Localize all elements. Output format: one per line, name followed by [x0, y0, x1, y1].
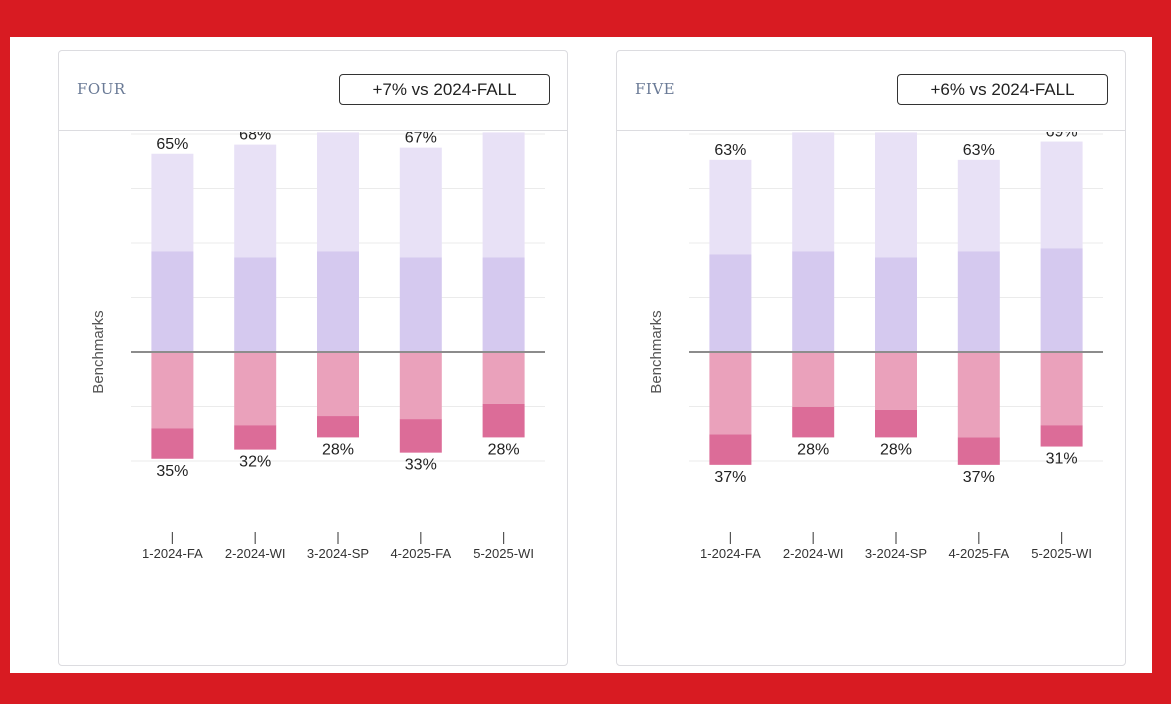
bar-lower-inner-1-2024-FA [151, 352, 194, 429]
data-label-lower: 28% [880, 441, 912, 458]
bar-upper-outer-2-2024-WI [792, 132, 835, 252]
bar-upper-inner-4-2025-FA [957, 251, 1000, 352]
comparison-badge: +6% vs 2024-FALL [897, 74, 1108, 105]
bar-upper-outer-1-2024-FA [151, 153, 194, 252]
comparison-badge: +7% vs 2024-FALL [339, 74, 550, 105]
data-label-lower: 28% [322, 441, 354, 458]
bar-upper-inner-4-2025-FA [399, 257, 442, 352]
bar-lower-outer-4-2025-FA [399, 419, 442, 453]
x-tick-label: 3-2024-SP [307, 546, 369, 561]
panel-header: FIVE +6% vs 2024-FALL [617, 51, 1125, 131]
bar-lower-inner-5-2025-WI [1040, 352, 1083, 426]
x-tick-label: 2-2024-WI [225, 546, 286, 561]
bar-lower-outer-3-2024-SP [317, 416, 359, 438]
bar-lower-inner-2-2024-WI [792, 352, 835, 407]
data-label-lower: 31% [1046, 451, 1078, 468]
x-tick-label: 5-2025-WI [1031, 546, 1092, 561]
bar-upper-outer-3-2024-SP [875, 132, 917, 258]
panel-five: FIVE +6% vs 2024-FALL 63%37%1-2024-FA72%… [616, 50, 1126, 666]
bar-lower-outer-4-2025-FA [957, 437, 1000, 465]
panel-title: FIVE [635, 80, 676, 98]
x-tick-label: 2-2024-WI [783, 546, 844, 561]
bar-upper-inner-3-2024-SP [875, 257, 917, 352]
bar-upper-outer-2-2024-WI [234, 144, 277, 258]
data-label-upper: 68% [239, 132, 271, 144]
benchmark-chart-four: 65%35%1-2024-FA68%32%2-2024-WI72%28%3-20… [90, 132, 545, 561]
bar-upper-inner-2-2024-WI [792, 251, 835, 352]
y-axis-label: Benchmarks [648, 310, 665, 393]
data-label-upper: 63% [963, 142, 995, 159]
bar-upper-outer-5-2025-WI [1040, 141, 1083, 249]
bar-lower-inner-4-2025-FA [957, 352, 1000, 438]
bar-lower-outer-1-2024-FA [709, 434, 752, 465]
bar-upper-inner-5-2025-WI [1040, 248, 1083, 352]
data-label-upper: 67% [405, 132, 437, 147]
panel-title: FOUR [77, 80, 126, 98]
bar-lower-inner-3-2024-SP [875, 352, 917, 410]
benchmark-chart-five: 63%37%1-2024-FA72%28%2-2024-WI72%28%3-20… [648, 132, 1103, 561]
bar-upper-inner-1-2024-FA [709, 254, 752, 352]
bar-upper-inner-2-2024-WI [234, 257, 277, 352]
bar-lower-outer-2-2024-WI [792, 406, 835, 438]
y-axis-label: Benchmarks [90, 310, 107, 393]
bar-upper-outer-4-2025-FA [399, 147, 442, 258]
dashboard-frame: FOUR +7% vs 2024-FALL 65% 35% 1-2024-FA 68%… [10, 37, 1152, 673]
bar-lower-outer-3-2024-SP [875, 409, 917, 438]
x-tick-label: 4-2025-FA [390, 546, 451, 561]
data-label-lower: 35% [156, 463, 188, 480]
bar-lower-inner-3-2024-SP [317, 352, 359, 417]
bar-lower-outer-1-2024-FA [151, 428, 194, 459]
data-label-lower: 28% [488, 441, 520, 458]
data-label-lower: 33% [405, 457, 437, 474]
panel-four: FOUR +7% vs 2024-FALL 65% 35% 1-2024-FA 68%… [58, 50, 568, 666]
bar-lower-outer-5-2025-WI [1040, 425, 1083, 447]
x-tick-label: 3-2024-SP [865, 546, 927, 561]
data-label-lower: 37% [714, 469, 746, 486]
bar-upper-outer-1-2024-FA [709, 159, 752, 255]
bar-lower-outer-2-2024-WI [234, 425, 277, 450]
data-label-upper: 63% [714, 142, 746, 159]
bar-lower-inner-2-2024-WI [234, 352, 277, 426]
bar-upper-inner-3-2024-SP [317, 251, 359, 352]
data-label-upper: 69% [1046, 132, 1078, 141]
data-label-upper: 65% [156, 136, 188, 153]
bar-lower-inner-5-2025-WI [482, 352, 525, 404]
bar-lower-outer-5-2025-WI [482, 403, 525, 438]
bar-upper-outer-4-2025-FA [957, 159, 1000, 252]
data-label-lower: 32% [239, 454, 271, 471]
bar-upper-inner-1-2024-FA [151, 251, 194, 352]
x-tick-label: 4-2025-FA [948, 546, 1009, 561]
bar-lower-inner-4-2025-FA [399, 352, 442, 420]
x-tick-label: 1-2024-FA [700, 546, 761, 561]
bar-upper-outer-3-2024-SP [317, 132, 359, 252]
panel-header: FOUR +7% vs 2024-FALL [59, 51, 567, 131]
x-tick-label: 5-2025-WI [473, 546, 534, 561]
data-label-lower: 37% [963, 469, 995, 486]
bar-lower-inner-1-2024-FA [709, 352, 752, 435]
x-tick-label: 1-2024-FA [142, 546, 203, 561]
bar-upper-inner-5-2025-WI [482, 257, 525, 352]
data-label-lower: 28% [797, 441, 829, 458]
bar-upper-outer-5-2025-WI [482, 132, 525, 258]
